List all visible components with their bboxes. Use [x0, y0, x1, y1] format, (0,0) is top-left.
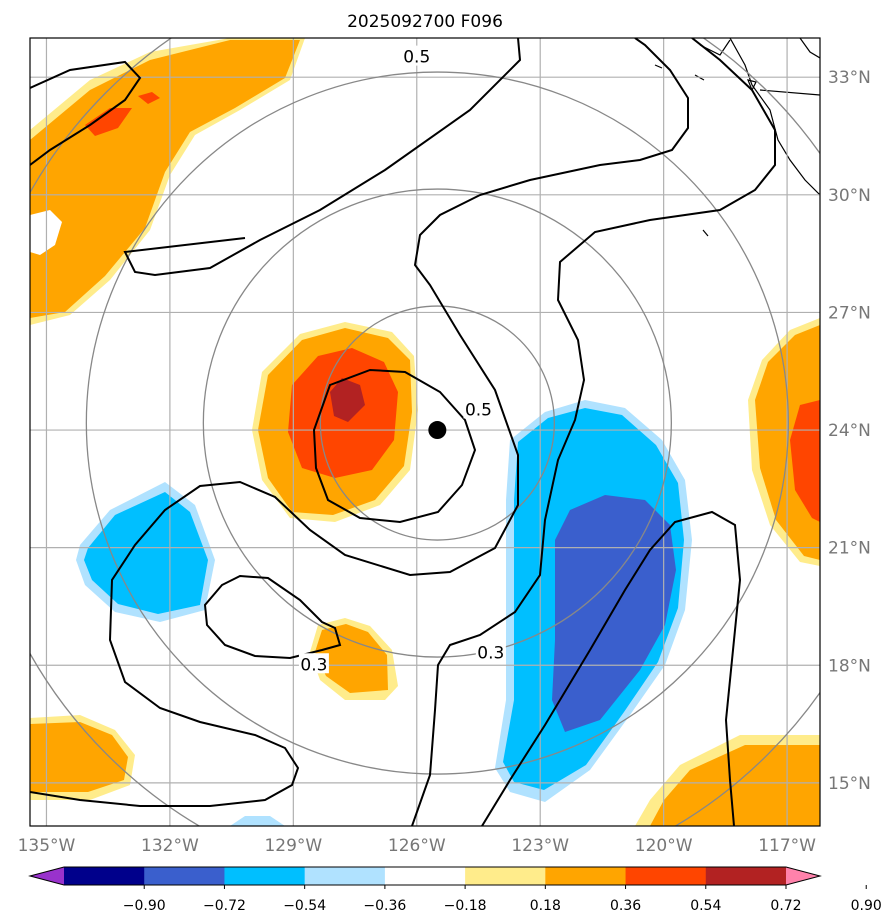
contour-03-east [411, 38, 776, 826]
colorbar-label-8: 0.72 [770, 898, 801, 914]
lon-label-2: 129°W [264, 836, 322, 856]
range-ring-2 [202, 188, 672, 658]
range-ring-3 [85, 71, 789, 775]
coastline [654, 38, 820, 237]
anomaly-nw-orange [30, 40, 300, 318]
contour-05-mid [123, 38, 522, 277]
contour-labels: 0.5 0.5 0.3 0.3 [298, 45, 506, 675]
lon-label-0: 135°W [18, 836, 76, 856]
anomaly-west-blue [84, 492, 208, 614]
colorbar-outline [28, 866, 822, 886]
colorbar-segment-3 [304, 867, 386, 885]
colorbar-label-7: 0.54 [690, 898, 721, 914]
anomaly-bottom-lightblue [230, 816, 285, 826]
contour-label-2: 0.3 [300, 655, 327, 675]
anomaly-sw-orange [30, 722, 128, 792]
colorbar-extend-high [786, 867, 820, 885]
map-frame [29, 37, 821, 827]
colorbar-label-3: −0.36 [363, 898, 406, 914]
colorbar-segment-4 [384, 867, 466, 885]
figure-title: 2025092700 F096 [347, 12, 503, 32]
lat-label-0: 33°N [828, 68, 871, 88]
colorbar-label-0: −0.90 [123, 898, 166, 914]
anomaly-nw-red [85, 108, 132, 136]
colorbar-label-5: 0.18 [530, 898, 561, 914]
contour-label-1: 0.5 [465, 400, 492, 420]
lon-label-4: 123°W [511, 836, 569, 856]
contour-03-se [481, 510, 742, 826]
lat-label-5: 18°N [828, 656, 871, 676]
anomaly-se-orange [650, 745, 820, 826]
lat-label-6: 15°N [828, 774, 871, 794]
lon-label-3: 126°W [388, 836, 446, 856]
longitude-labels: 135°W 132°W 129°W 126°W 123°W 120°W 117°W [18, 836, 817, 856]
colorbar-label-9: 0.90 [851, 898, 882, 914]
shading-positive [30, 38, 820, 826]
colorbar-segment-2 [224, 867, 306, 885]
contour-label-bg-2 [298, 653, 329, 674]
colorbar-segment-1 [144, 867, 225, 885]
anomaly-center-darkred [330, 378, 365, 422]
lat-label-3: 24°N [828, 421, 871, 441]
lon-label-6: 117°W [758, 836, 816, 856]
colorbar-extend-low [30, 867, 64, 885]
map-panel: 0.5 0.5 0.3 0.3 [30, 38, 820, 826]
colorbar: −0.90 −0.72 −0.54 −0.36 −0.18 0.18 0.36 0.54 0.7… [28, 866, 882, 914]
contour-label-bg-3 [475, 641, 506, 662]
anomaly-nw-red2 [138, 92, 160, 104]
latitude-labels: 33°N 30°N 27°N 24°N 21°N 18°N 15°N [828, 68, 871, 794]
contour-label-0: 0.5 [403, 48, 430, 68]
lat-label-1: 30°N [828, 186, 871, 206]
contour-03-main [30, 38, 689, 807]
colorbar-segment-0 [64, 867, 145, 885]
contour-label-3: 0.3 [477, 644, 504, 664]
lat-label-4: 21°N [828, 539, 871, 559]
anomaly-south-orange [315, 624, 388, 693]
gridlines [30, 38, 820, 826]
contour-05-core [312, 368, 477, 524]
lon-label-1: 132°W [141, 836, 199, 856]
colorbar-label-2: −0.54 [283, 898, 326, 914]
colorbar-segment-5 [465, 867, 546, 885]
colorbar-label-4: −0.18 [444, 898, 487, 914]
contour-label-bg-0 [401, 45, 432, 66]
range-rings [30, 38, 820, 826]
range-ring-1 [319, 305, 555, 541]
colorbar-label-1: −0.72 [203, 898, 246, 914]
colorbar-segment-8 [705, 867, 787, 885]
lat-label-2: 27°N [828, 303, 871, 323]
contour-05-north [30, 60, 142, 166]
anomaly-se-royalblue [552, 495, 676, 732]
colorbar-label-6: 0.36 [610, 898, 641, 914]
contour-label-bg-1 [463, 398, 494, 419]
lon-label-5: 120°W [635, 836, 693, 856]
colorbar-segment-6 [545, 867, 627, 885]
storm-center-marker [428, 421, 447, 440]
colorbar-segment-7 [625, 867, 707, 885]
